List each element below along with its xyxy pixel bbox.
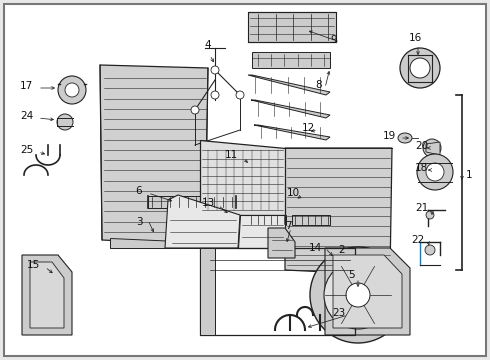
Text: 11: 11 <box>225 150 238 160</box>
Text: 2: 2 <box>338 245 344 255</box>
Bar <box>252 52 330 68</box>
Text: 16: 16 <box>408 33 421 43</box>
Text: 15: 15 <box>27 260 40 270</box>
Polygon shape <box>268 228 295 258</box>
Circle shape <box>426 211 434 219</box>
Text: 25: 25 <box>20 145 33 155</box>
Circle shape <box>417 154 453 190</box>
Bar <box>248 12 336 42</box>
Circle shape <box>211 66 219 74</box>
Text: 9: 9 <box>330 35 337 45</box>
Text: 5: 5 <box>348 270 355 280</box>
Circle shape <box>425 245 435 255</box>
Text: 14: 14 <box>309 243 322 253</box>
Circle shape <box>310 247 406 343</box>
Text: 12: 12 <box>302 123 315 133</box>
Bar <box>148 196 236 208</box>
Circle shape <box>211 91 219 99</box>
Text: 24: 24 <box>20 111 33 121</box>
Circle shape <box>324 261 392 329</box>
Circle shape <box>58 76 86 104</box>
Bar <box>248 215 286 225</box>
Polygon shape <box>285 148 392 275</box>
Polygon shape <box>426 142 440 155</box>
Text: 8: 8 <box>316 80 322 90</box>
Text: 18: 18 <box>415 163 428 173</box>
Circle shape <box>191 106 199 114</box>
Circle shape <box>400 48 440 88</box>
Text: 21: 21 <box>415 203 428 213</box>
Polygon shape <box>22 255 72 335</box>
Polygon shape <box>200 248 215 335</box>
Circle shape <box>423 139 441 157</box>
Polygon shape <box>165 195 240 248</box>
Text: 1: 1 <box>466 170 473 180</box>
Text: 19: 19 <box>383 131 396 141</box>
Text: 23: 23 <box>332 308 345 318</box>
Text: 4: 4 <box>205 40 211 50</box>
Text: 20: 20 <box>415 141 428 151</box>
Text: 6: 6 <box>135 186 142 196</box>
Polygon shape <box>110 238 200 248</box>
Text: 10: 10 <box>287 188 300 198</box>
Ellipse shape <box>398 133 412 143</box>
Circle shape <box>426 163 444 181</box>
Text: 3: 3 <box>136 217 143 227</box>
Polygon shape <box>238 215 285 248</box>
Polygon shape <box>248 75 330 95</box>
Circle shape <box>236 91 244 99</box>
Bar <box>292 215 330 225</box>
Text: 22: 22 <box>411 235 424 245</box>
Circle shape <box>410 58 430 78</box>
Polygon shape <box>251 100 330 118</box>
Polygon shape <box>254 125 330 140</box>
Text: 17: 17 <box>20 81 33 91</box>
Polygon shape <box>333 255 402 328</box>
Text: 7: 7 <box>285 221 292 231</box>
Circle shape <box>65 83 79 97</box>
Polygon shape <box>100 65 208 245</box>
Circle shape <box>57 114 73 130</box>
Polygon shape <box>30 262 64 328</box>
Polygon shape <box>200 140 285 215</box>
Polygon shape <box>325 248 410 335</box>
Circle shape <box>346 283 370 307</box>
Text: 13: 13 <box>202 198 215 208</box>
